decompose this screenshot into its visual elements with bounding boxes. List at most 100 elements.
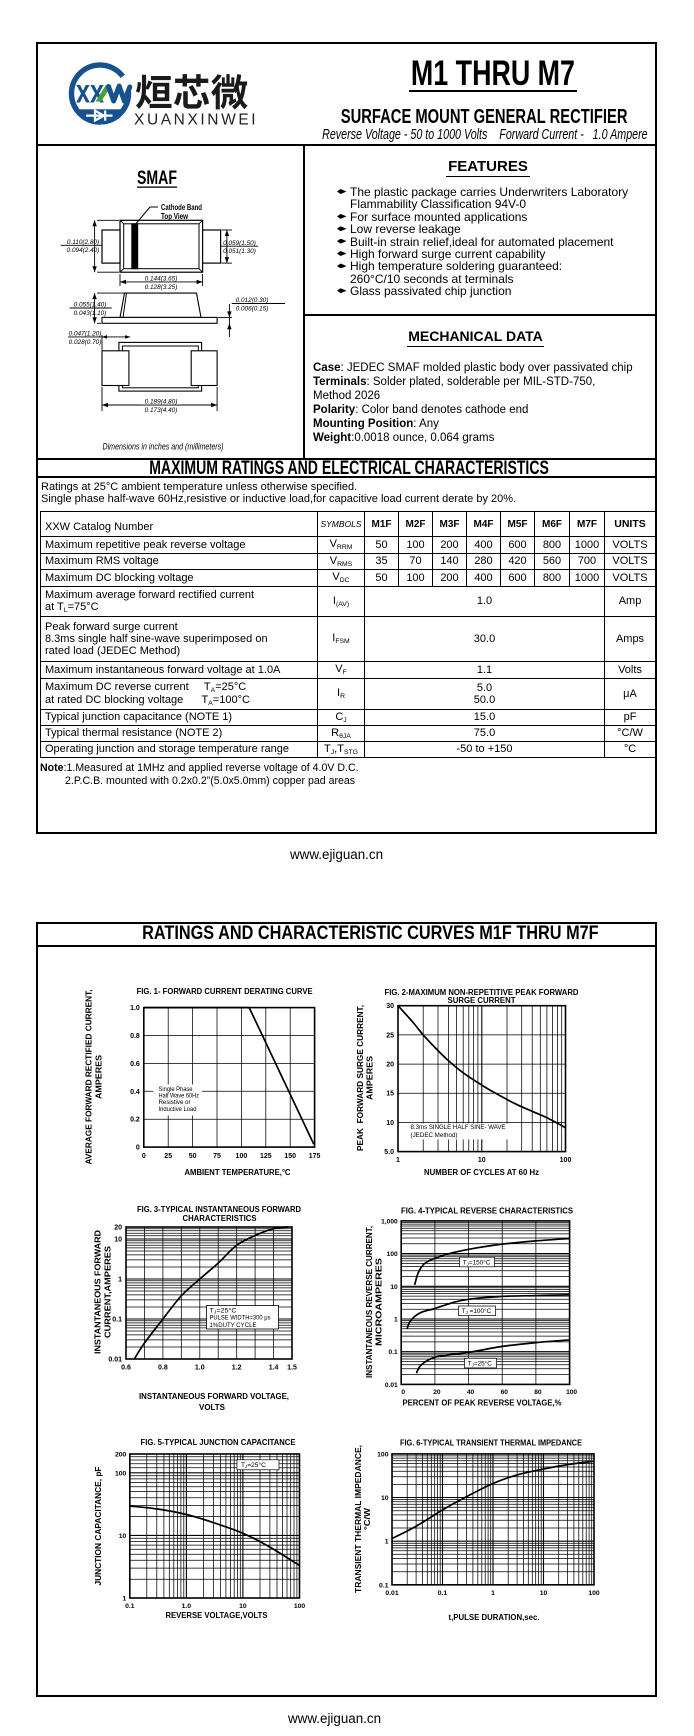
svg-text:1: 1	[385, 1539, 389, 1546]
svg-text:1: 1	[394, 1317, 398, 1324]
svg-text:0.051(1.30): 0.051(1.30)	[223, 248, 256, 255]
svg-text:TJ =100°C: TJ =100°C	[462, 1307, 492, 1315]
svg-text:20: 20	[433, 1389, 441, 1396]
svg-text:10: 10	[114, 1237, 122, 1244]
svg-text:1.0: 1.0	[195, 1365, 205, 1372]
svg-text:NUMBER OF CYCLES AT 60 Hz: NUMBER OF CYCLES AT 60 Hz	[424, 1167, 539, 1177]
svg-text:TRANSIENT THERMAL IMPEDANCE,: TRANSIENT THERMAL IMPEDANCE,	[353, 1445, 363, 1593]
svg-text:100: 100	[588, 1590, 600, 1597]
svg-text:20: 20	[114, 1224, 122, 1231]
svg-text:125: 125	[260, 1153, 272, 1160]
svg-text:FIG. 4-TYPICAL REVERSE CHARACT: FIG. 4-TYPICAL REVERSE CHARACTERISTICS	[401, 1206, 573, 1216]
svg-text:0.043(1.10): 0.043(1.10)	[74, 310, 107, 317]
svg-text:75: 75	[213, 1153, 221, 1160]
svg-text:AMPERES: AMPERES	[94, 1055, 104, 1099]
svg-text:AVERAGE FORWARD RECTIFIED CURR: AVERAGE FORWARD RECTIFIED CURRENT,	[84, 990, 94, 1165]
svg-text:0.4: 0.4	[130, 1089, 140, 1096]
svg-text:0.8: 0.8	[158, 1365, 168, 1372]
svg-text:1: 1	[118, 1277, 122, 1284]
svg-text:100: 100	[377, 1451, 389, 1458]
svg-text:1.0: 1.0	[182, 1603, 192, 1610]
svg-text:VOLTS: VOLTS	[199, 1402, 225, 1412]
svg-text:1,000: 1,000	[381, 1218, 398, 1225]
svg-text:0.028(0.70): 0.028(0.70)	[69, 339, 102, 346]
svg-text:Cathode Band: Cathode Band	[161, 203, 202, 212]
svg-text:SMAF: SMAF	[137, 168, 177, 189]
svg-text:40: 40	[467, 1389, 475, 1396]
svg-text:0.01: 0.01	[385, 1382, 398, 1389]
svg-text:TJ=25°C: TJ=25°C	[241, 1461, 266, 1469]
svg-text:0.8: 0.8	[130, 1033, 140, 1040]
svg-text:0.6: 0.6	[130, 1061, 140, 1068]
svg-text:0.110(2.80): 0.110(2.80)	[67, 239, 99, 246]
svg-text:FIG. 6-TYPICAL TRANSIENT THERM: FIG. 6-TYPICAL TRANSIENT THERMAL IMPEDAN…	[400, 1438, 582, 1448]
svg-text:1%DUTY CYCLE: 1%DUTY CYCLE	[210, 1322, 257, 1329]
svg-text:100: 100	[387, 1251, 398, 1258]
svg-text:175: 175	[309, 1153, 321, 1160]
svg-text:AMBIENT TEMPERATURE,°C: AMBIENT TEMPERATURE,°C	[185, 1167, 291, 1177]
svg-text:15: 15	[386, 1091, 394, 1098]
svg-text:20: 20	[386, 1062, 394, 1069]
svg-text:FIG. 3-TYPICAL INSTANTANEOUS F: FIG. 3-TYPICAL INSTANTANEOUS FORWARD	[137, 1204, 301, 1214]
svg-text:100: 100	[294, 1603, 306, 1610]
svg-text:0.128(3.25): 0.128(3.25)	[145, 284, 178, 291]
svg-text:1.2: 1.2	[232, 1365, 242, 1372]
svg-text:FIG. 1- FORWARD CURRENT DERATI: FIG. 1- FORWARD CURRENT DERATING CURVE	[137, 986, 313, 996]
svg-text:MICROAMPERES: MICROAMPERES	[374, 1258, 384, 1346]
svg-text:10: 10	[119, 1533, 127, 1540]
svg-text:PULSE WIDTH=300 μs: PULSE WIDTH=300 μs	[210, 1315, 271, 1322]
svg-text:10: 10	[381, 1495, 389, 1502]
svg-text:10: 10	[390, 1284, 398, 1291]
svg-text:1.4: 1.4	[269, 1365, 279, 1372]
svg-text:0.055(1.40): 0.055(1.40)	[74, 302, 107, 309]
svg-text:0.012(0.30): 0.012(0.30)	[236, 297, 269, 304]
svg-text:(JEDEC Method): (JEDEC Method)	[411, 1132, 458, 1139]
svg-text:INSTANTANEOUS FORWARD VOLTAGE,: INSTANTANEOUS FORWARD VOLTAGE,	[139, 1391, 289, 1401]
svg-text:0.144(3.65): 0.144(3.65)	[145, 276, 178, 283]
svg-text:1.0: 1.0	[130, 1005, 140, 1012]
svg-text:0.173(4.40): 0.173(4.40)	[145, 407, 178, 414]
svg-text:XUANXINWEI: XUANXINWEI	[134, 112, 258, 129]
svg-text:1.5: 1.5	[287, 1365, 297, 1372]
svg-text:0.1: 0.1	[125, 1603, 135, 1610]
svg-text:Single Phase: Single Phase	[159, 1086, 194, 1093]
svg-text:PERCENT OF PEAK REVERSE VOLTAG: PERCENT OF PEAK REVERSE VOLTAGE,%	[403, 1398, 562, 1408]
svg-text:100: 100	[566, 1389, 577, 1396]
svg-text:50: 50	[189, 1153, 197, 1160]
svg-text:0.01: 0.01	[385, 1590, 398, 1597]
svg-text:0.01: 0.01	[108, 1357, 122, 1364]
svg-text:TJ=25°C: TJ=25°C	[468, 1360, 493, 1368]
svg-text:1: 1	[123, 1596, 127, 1603]
svg-text:0.094(2.40): 0.094(2.40)	[67, 247, 100, 254]
svg-text:CHARACTERISTICS: CHARACTERISTICS	[183, 1213, 257, 1223]
svg-text:FIG. 5-TYPICAL JUNCTION CAPACI: FIG. 5-TYPICAL JUNCTION CAPACITANCE	[141, 1437, 296, 1447]
svg-text:INSTANTANEOUS REVERSE CURRENT,: INSTANTANEOUS REVERSE CURRENT,	[364, 1226, 374, 1378]
svg-text:Top View: Top View	[161, 212, 189, 221]
svg-text:10: 10	[239, 1603, 247, 1610]
svg-text:0.059(1.50): 0.059(1.50)	[223, 240, 256, 247]
svg-text:8.3ms SINGLE HALF SINE- WAVE: 8.3ms SINGLE HALF SINE- WAVE	[411, 1124, 506, 1131]
svg-text:0.1: 0.1	[379, 1582, 389, 1589]
svg-text:80: 80	[534, 1389, 542, 1396]
svg-text:SURGE CURRENT: SURGE CURRENT	[448, 995, 517, 1005]
svg-text:FIG. 2-MAXIMUM NON-REPETITIVE: FIG. 2-MAXIMUM NON-REPETITIVE PEAK FORWA…	[385, 987, 579, 997]
svg-text:Inductive Load: Inductive Load	[159, 1106, 198, 1113]
svg-text:Half Wave 60Hz: Half Wave 60Hz	[159, 1093, 200, 1100]
svg-text:TJ=150°C: TJ=150°C	[463, 1258, 491, 1266]
svg-text:1: 1	[396, 1157, 400, 1164]
svg-text:REVERSE VOLTAGE,VOLTS: REVERSE VOLTAGE,VOLTS	[166, 1610, 268, 1620]
svg-text:t,PULSE DURATION,sec.: t,PULSE DURATION,sec.	[449, 1612, 540, 1622]
svg-text:PEAK FORWARD SURGE CURRENT,: PEAK FORWARD SURGE CURRENT,	[355, 1005, 365, 1151]
svg-text:CURRENT,AMPERES: CURRENT,AMPERES	[103, 1246, 113, 1338]
svg-text:0.006(0.15): 0.006(0.15)	[236, 305, 269, 312]
svg-text:25: 25	[386, 1032, 394, 1039]
svg-text:25: 25	[164, 1153, 172, 1160]
svg-text:0: 0	[142, 1153, 146, 1160]
svg-text:150: 150	[284, 1153, 296, 1160]
svg-text:0.1: 0.1	[112, 1317, 122, 1324]
svg-text:0.1: 0.1	[438, 1590, 448, 1597]
svg-text:10: 10	[386, 1120, 394, 1127]
svg-text:30: 30	[386, 1003, 394, 1010]
svg-text:200: 200	[115, 1451, 127, 1458]
svg-text:10: 10	[478, 1157, 486, 1164]
